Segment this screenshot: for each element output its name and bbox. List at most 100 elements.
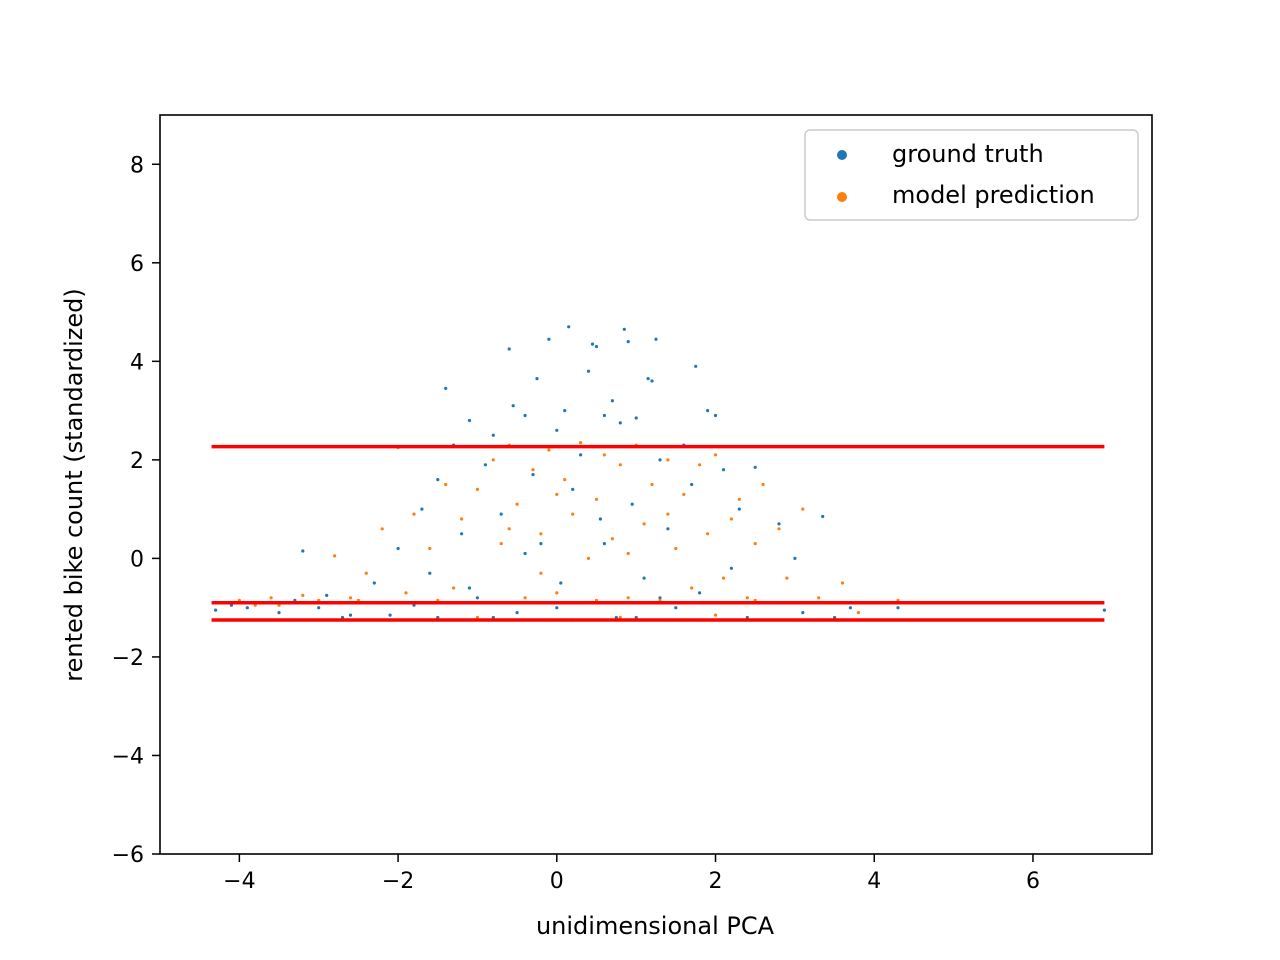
point-model-prediction-10 (380, 527, 384, 531)
point-model-prediction-21 (499, 542, 503, 546)
point-model-prediction-52 (745, 596, 749, 600)
point-ground-truth-48 (618, 421, 622, 425)
y-tick-label-0: 0 (130, 547, 144, 572)
point-ground-truth-71 (777, 522, 781, 526)
x-tick-label-0: 0 (550, 869, 564, 894)
point-model-prediction-40 (650, 482, 654, 487)
point-model-prediction-53 (753, 542, 757, 546)
point-ground-truth-18 (444, 386, 448, 390)
x-axis-ticks: −4 −2 0 2 4 6 (223, 854, 1040, 894)
point-ground-truth-39 (579, 453, 583, 457)
point-ground-truth-57 (658, 458, 662, 462)
point-model-prediction-5 (301, 593, 305, 598)
point-model-prediction-62 (856, 611, 861, 615)
point-ground-truth-84 (348, 613, 353, 617)
x-tick-label-6: 6 (1026, 869, 1040, 894)
point-model-prediction-31 (579, 441, 583, 445)
point-model-prediction-15 (444, 482, 448, 487)
point-model-prediction-24 (523, 596, 527, 600)
point-model-prediction-50 (729, 517, 734, 521)
point-model-prediction-25 (531, 468, 535, 472)
y-tick-label-2: 2 (130, 449, 144, 474)
point-model-prediction-58 (801, 507, 805, 511)
point-ground-truth-46 (610, 399, 615, 403)
point-model-prediction-13 (412, 512, 416, 516)
point-ground-truth-44 (598, 517, 603, 521)
point-ground-truth-64 (706, 409, 710, 413)
point-ground-truth-34 (555, 428, 559, 432)
point-model-prediction-46 (698, 463, 702, 467)
y-tick-label-8: 8 (130, 153, 144, 178)
point-ground-truth-69 (753, 465, 757, 469)
point-ground-truth-50 (626, 340, 630, 344)
point-model-prediction-30 (571, 512, 575, 516)
point-ground-truth-11 (372, 581, 376, 585)
legend-label-model-prediction: model prediction (892, 181, 1095, 209)
point-ground-truth-33 (547, 337, 551, 341)
point-ground-truth-62 (694, 364, 698, 368)
point-model-prediction-29 (563, 478, 567, 482)
legend: ground truth model prediction (804, 129, 1139, 221)
point-ground-truth-88 (467, 586, 472, 590)
axes-frame (159, 114, 1153, 855)
point-ground-truth-20 (460, 532, 464, 536)
legend-marker-ground-truth (837, 150, 847, 160)
y-tick-label--6: −6 (112, 843, 144, 868)
point-model-prediction-78 (539, 571, 543, 575)
point-model-prediction-9 (364, 571, 368, 575)
point-ground-truth-67 (729, 566, 734, 570)
point-model-prediction-20 (491, 458, 495, 462)
point-ground-truth-2 (245, 606, 249, 610)
point-ground-truth-52 (634, 416, 638, 420)
point-ground-truth-63 (698, 591, 702, 595)
point-ground-truth-7 (317, 606, 321, 610)
point-ground-truth-68 (737, 507, 741, 511)
point-ground-truth-53 (642, 576, 646, 580)
point-ground-truth-22 (475, 596, 479, 600)
point-model-prediction-54 (761, 482, 765, 487)
point-ground-truth-59 (674, 606, 678, 610)
point-model-prediction-44 (682, 492, 686, 496)
point-ground-truth-28 (515, 611, 519, 615)
point-model-prediction-73 (713, 613, 718, 617)
point-ground-truth-31 (535, 377, 539, 381)
point-ground-truth-36 (563, 409, 567, 413)
point-model-prediction-48 (713, 453, 718, 457)
point-model-prediction-76 (507, 527, 511, 531)
x-axis-label: unidimensional PCA (536, 912, 775, 940)
point-model-prediction-37 (626, 596, 630, 600)
legend-marker-model-prediction (837, 192, 847, 202)
point-ground-truth-38 (571, 487, 575, 491)
point-ground-truth-61 (690, 482, 694, 487)
point-model-prediction-42 (666, 458, 670, 462)
point-ground-truth-89 (555, 606, 559, 610)
x-tick-label--2: −2 (382, 869, 414, 894)
point-model-prediction-17 (460, 517, 464, 521)
point-model-prediction-7 (333, 554, 337, 558)
point-model-prediction-26 (539, 532, 543, 536)
point-ground-truth-8 (325, 593, 329, 598)
y-axis-ticks: −6 −4 −2 0 2 4 6 8 (112, 153, 160, 868)
point-ground-truth-17 (436, 478, 440, 482)
point-ground-truth-16 (428, 571, 432, 575)
legend-box (804, 129, 1139, 221)
point-model-prediction-47 (706, 532, 710, 536)
point-ground-truth-76 (848, 606, 853, 610)
point-ground-truth-12 (388, 613, 392, 617)
point-ground-truth-86 (523, 551, 527, 556)
point-ground-truth-32 (539, 542, 543, 546)
y-tick-label-6: 6 (130, 252, 144, 277)
point-model-prediction-36 (618, 463, 622, 467)
point-ground-truth-65 (713, 413, 718, 418)
point-ground-truth-49 (622, 327, 626, 331)
point-ground-truth-85 (602, 542, 607, 546)
point-model-prediction-74 (555, 492, 559, 496)
point-ground-truth-55 (650, 379, 654, 383)
point-model-prediction-16 (452, 586, 456, 590)
point-ground-truth-78 (1102, 608, 1106, 612)
point-model-prediction-39 (642, 522, 646, 526)
y-tick-label--4: −4 (112, 744, 144, 769)
point-ground-truth-74 (821, 514, 825, 519)
point-model-prediction-45 (690, 586, 694, 590)
x-tick-label-2: 2 (709, 869, 723, 894)
